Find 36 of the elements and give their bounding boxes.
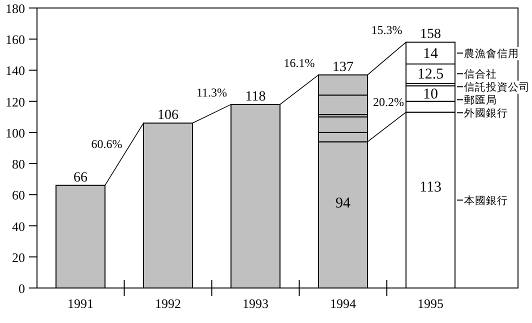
total-label: 66 bbox=[74, 170, 88, 186]
annotation: 11.3% bbox=[196, 85, 228, 100]
y-tick-label: 40 bbox=[12, 218, 25, 234]
x-tick-label: 1993 bbox=[242, 296, 268, 311]
y-tick-label: 140 bbox=[6, 63, 25, 78]
x-tick-label: 1995 bbox=[418, 296, 444, 311]
total-label: 106 bbox=[158, 108, 178, 124]
data-label: 113 bbox=[420, 179, 442, 196]
y-tick-label: 160 bbox=[6, 32, 25, 48]
y-tick-label: 100 bbox=[6, 125, 25, 140]
annotation: 15.3% bbox=[371, 23, 402, 38]
legend-label: 信託投資公司 bbox=[464, 80, 530, 94]
y-tick-label: 20 bbox=[12, 250, 25, 265]
y-tick-label: 0 bbox=[18, 281, 25, 296]
legend-label: 本國銀行 bbox=[464, 194, 508, 208]
annotation: 60.6% bbox=[91, 137, 122, 152]
series-label: 信合社 bbox=[464, 68, 497, 81]
annotation: 20.2% bbox=[373, 95, 404, 110]
data-label: 14 bbox=[423, 46, 438, 62]
annotation: 16.1% bbox=[284, 56, 315, 70]
legend-label: 農漁會信用 bbox=[464, 47, 519, 60]
y-tick-label: 120 bbox=[6, 94, 25, 110]
x-tick-label: 1994 bbox=[330, 296, 356, 311]
y-tick-label: 60 bbox=[12, 188, 25, 203]
total-label: 158 bbox=[420, 27, 441, 42]
data-label: 12.5 bbox=[417, 66, 444, 83]
data-label: 94 bbox=[336, 196, 351, 212]
legend-label: 外國銀行 bbox=[464, 108, 508, 120]
y-tick-label: 180 bbox=[6, 1, 25, 16]
data-label: 10 bbox=[423, 86, 438, 103]
legend-label: 郵匯局 bbox=[464, 94, 497, 107]
y-tick-label: 80 bbox=[12, 156, 25, 172]
total-label: 118 bbox=[245, 89, 266, 104]
x-tick-label: 1991 bbox=[68, 296, 94, 311]
total-label: 137 bbox=[332, 60, 354, 75]
x-tick-label: 1992 bbox=[155, 296, 181, 311]
